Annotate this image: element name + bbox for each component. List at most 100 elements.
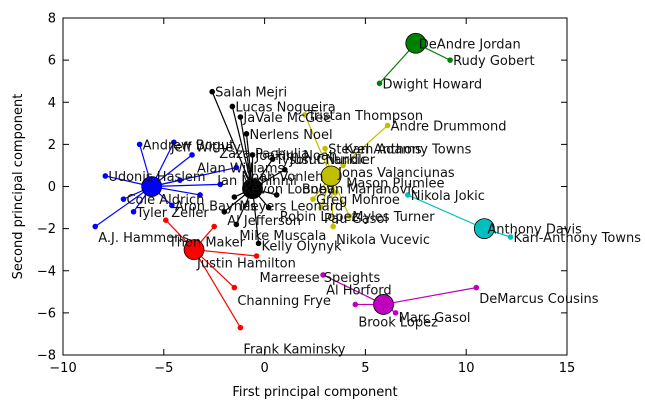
y-tick-label-0: −8 xyxy=(37,349,56,364)
point-label-28: A.J. Hammons xyxy=(98,231,189,246)
point-label-23: Pau Gasol xyxy=(324,212,388,227)
point-label-0: DeAndre Jordan xyxy=(419,37,521,52)
cluster-1-point-12 xyxy=(273,192,280,198)
cluster-2-point-7 xyxy=(318,204,324,211)
cluster-1-point-3 xyxy=(243,131,250,137)
y-tick-label-8: 8 xyxy=(48,12,56,27)
cluster-5-point-3 xyxy=(392,310,399,316)
cluster-2-point-8 xyxy=(346,213,353,219)
y-tick-label-5: 2 xyxy=(48,138,56,153)
cluster-6-spoke-3 xyxy=(193,249,241,328)
point-label-2: Dwight Howard xyxy=(383,77,483,92)
point-label-26: Anthony Davis xyxy=(487,223,582,238)
cluster-1-spoke-1 xyxy=(231,106,254,189)
cluster-3-centroid xyxy=(405,32,427,54)
x-tick-label-5: 15 xyxy=(559,361,576,376)
cluster-0-centroid xyxy=(141,176,163,197)
point-label-20: Aron Baynes xyxy=(175,199,257,214)
axis-ticks: −10 −5 0 5 10 15 −8 −6 −4 −2 0 2 4 6 8 xyxy=(37,12,575,377)
cluster-1-centroid xyxy=(242,178,263,200)
point-label-31: Kelly Olynyk xyxy=(262,239,342,254)
point-label-41: Ian Mahinmi xyxy=(217,174,297,189)
cluster-1-point-0 xyxy=(209,88,215,95)
point-label-17: Nikola Jokic xyxy=(411,189,485,204)
cluster-4-centroid xyxy=(473,218,495,240)
point-label-14: Udonis Haslem xyxy=(108,170,205,185)
point-label-3: Salah Mejri xyxy=(215,86,287,101)
cluster-0-point-0 xyxy=(92,223,99,230)
point-label-36: DeMarcus Cousins xyxy=(479,292,598,307)
point-label-6: Tristan Thompson xyxy=(307,109,423,124)
cluster-0-spoke-10 xyxy=(151,183,221,188)
point-label-21: Robin Lopez xyxy=(280,210,359,225)
cluster-3-point-1 xyxy=(376,80,383,87)
point-label-13: Jonas Valanciunas xyxy=(337,166,455,181)
y-tick-label-6: 4 xyxy=(48,96,56,111)
point-label-25: Nikola Vucevic xyxy=(336,233,430,248)
x-tick-label-3: 5 xyxy=(361,361,369,376)
cluster-6-point-1 xyxy=(211,223,217,230)
point-label-46: Jusuf Nurkic xyxy=(289,153,367,168)
cluster-1-point-6 xyxy=(281,166,288,173)
y-tick-label-3: −2 xyxy=(37,222,56,237)
point-label-7: Andre Drummond xyxy=(391,119,507,134)
point-label-11: Joakim Noah xyxy=(255,149,338,164)
cluster-1-point-9 xyxy=(233,221,240,228)
cluster-2-point-5 xyxy=(310,196,316,202)
point-label-34: Al Horford xyxy=(326,284,392,299)
point-label-27: Karl-Anthony Towns xyxy=(514,231,642,246)
cluster-6-centroid xyxy=(183,239,205,261)
point-label-5: JaVale McGee xyxy=(242,111,331,126)
point-label-37: Marc Gasol xyxy=(399,311,471,326)
cluster-0-point-9 xyxy=(197,192,203,198)
cluster-1-point-1 xyxy=(229,103,236,110)
point-label-18: Cole Aldrich xyxy=(126,193,204,208)
point-label-38: Brook Lopez xyxy=(358,315,438,330)
cluster-5-spoke-1 xyxy=(383,287,477,306)
point-label-35: Channing Frye xyxy=(237,294,331,309)
cluster-0-point-5 xyxy=(120,196,127,202)
cluster-5-point-2 xyxy=(352,301,359,308)
cluster-6-point-3 xyxy=(237,324,244,331)
cluster-6-point-2 xyxy=(231,284,238,291)
y-tick-label-2: −4 xyxy=(37,264,56,279)
cluster-4-point-1 xyxy=(507,234,514,240)
cluster-0-point-4 xyxy=(189,152,195,158)
cluster-1-point-7 xyxy=(231,194,238,200)
point-label-49: Boban Marjanovic xyxy=(302,183,418,198)
cluster-1-point-10 xyxy=(265,204,272,211)
point-label-47: Karl Anthony Towns xyxy=(344,143,471,158)
cluster-1-point-4 xyxy=(249,152,256,158)
x-tick-label-4: 10 xyxy=(458,361,475,376)
point-label-43: Alan Williams xyxy=(197,162,284,177)
cluster-4-spoke-0 xyxy=(407,194,485,230)
cluster-0-spoke-0 xyxy=(94,186,153,228)
point-label-4: Lucas Nogueira xyxy=(235,100,335,115)
cluster-0-point-6 xyxy=(130,208,137,215)
point-label-45: Meyers Leonard xyxy=(239,199,343,214)
x-tick-label-0: −10 xyxy=(49,361,76,376)
cluster-1-point-8 xyxy=(221,208,228,215)
cluster-6-spoke-4 xyxy=(193,249,257,257)
cluster-0-point-2 xyxy=(136,141,143,148)
cluster-2-centroid xyxy=(320,165,342,187)
y-tick-label-7: 6 xyxy=(48,54,56,69)
cluster-0-point-1 xyxy=(102,173,109,179)
x-axis-title: First principal component xyxy=(232,385,397,400)
plot-marks xyxy=(92,32,514,331)
cluster-6-point-4 xyxy=(253,253,260,259)
cluster-0-point-10 xyxy=(217,181,224,188)
cluster-1-point-2 xyxy=(237,114,244,120)
point-label-16: Greg Monroe xyxy=(316,193,400,208)
point-label-8: Nerlens Noel xyxy=(249,128,332,143)
cluster-5-point-0 xyxy=(320,272,326,278)
cluster-2-point-1 xyxy=(384,122,391,129)
point-label-44: Jeff Withey xyxy=(170,140,241,155)
cluster-3-point-0 xyxy=(447,57,453,63)
point-label-19: Tyler Zeller xyxy=(136,206,210,221)
cluster-1-point-5 xyxy=(269,156,276,162)
cluster-0-point-11 xyxy=(233,164,240,171)
x-tick-label-2: 0 xyxy=(260,361,268,376)
cluster-2-point-2 xyxy=(322,145,328,152)
